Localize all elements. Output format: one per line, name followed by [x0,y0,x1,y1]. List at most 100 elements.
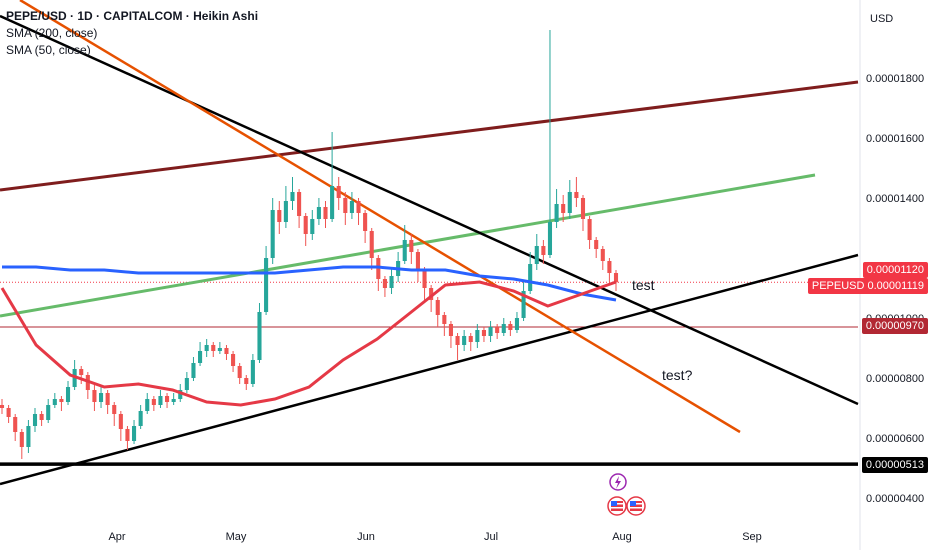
candle [495,324,500,339]
candle-body [118,414,123,429]
candle [422,267,427,300]
candle [528,252,533,294]
candle [534,234,539,270]
sma200-line [2,265,617,302]
candle-body [594,240,599,249]
candle [46,399,51,423]
y-tick-label: 0.00001800 [866,73,924,85]
candle [19,429,24,459]
candle-body [541,246,546,255]
candle-body [290,192,295,201]
candle [369,228,374,270]
candle [435,297,440,327]
candle [171,393,176,405]
candle [191,357,196,381]
candle-body [363,213,368,231]
legend-sma200[interactable]: SMA (200, close) [6,26,98,40]
candle [79,366,84,384]
candle [52,393,57,408]
x-tick-label: Jun [357,531,375,543]
candle-body [409,240,414,252]
candle-body [237,366,242,378]
candle-body [6,408,11,417]
green-trendline [0,173,816,318]
price-tag: 0.00000970 [861,318,928,334]
candle-body [250,360,255,384]
x-tick-label: Jul [484,531,498,543]
candle [356,198,361,225]
candle-body [468,336,473,342]
candle-body [277,210,282,222]
ascending-black-trendline [0,253,859,486]
orange-trendline [19,0,741,434]
candle [561,195,566,222]
candle [26,420,31,453]
candle-body [244,378,249,384]
candle-body [125,429,130,441]
chart-legend: PEPE/USD · 1D · CAPITALCOM · Heikin Ashi… [6,8,258,59]
candle [376,255,381,291]
legend-sma50[interactable]: SMA (50, close) [6,43,91,57]
candle-body [561,204,566,213]
candle-body [131,426,137,441]
candle [363,210,368,243]
candle-body [607,261,612,273]
candle-body [442,315,447,324]
candle [521,282,526,321]
candle [125,426,130,450]
candle [587,216,592,249]
candle [217,342,222,354]
candle [303,213,308,246]
candle [580,195,586,231]
candle-body [105,393,110,405]
candle-body [547,222,553,255]
candle-body [165,396,170,402]
candle [475,324,480,348]
candle [336,177,341,210]
candle-body [32,414,38,426]
candle [198,342,203,366]
candle [85,372,90,399]
candle-body [462,336,467,345]
candle [65,381,71,405]
candle-body [600,249,605,261]
annotation-test: test [632,277,655,293]
candle-body [270,210,275,258]
candle-body [198,351,203,363]
candle [448,321,453,348]
flag-icon-stripe [611,507,623,509]
candle [105,390,110,414]
candle [442,312,447,336]
candle [574,177,579,207]
candle-body [475,330,480,342]
candle [244,375,249,390]
candle-body [46,405,51,420]
candle-body [59,399,64,402]
candle-body [145,399,150,411]
candle [613,270,619,291]
candle-body [336,186,341,198]
us-flag-event-icon [607,496,627,516]
candle-body [501,324,506,333]
candle [145,393,150,414]
candle-body [264,258,269,312]
candle-body [389,276,394,288]
candle [316,198,321,225]
candle-body [382,279,387,288]
candle [165,393,170,408]
candle-body [580,198,586,219]
candle-body [422,270,427,288]
candle-body [217,348,222,351]
candle-body [514,318,520,330]
candle-body [534,246,539,264]
candle [330,132,335,222]
candle [607,258,612,282]
candle [501,318,506,336]
candle-body [39,414,44,420]
candle [508,321,513,336]
candle-body [19,432,24,447]
candle [0,399,5,414]
y-tick-label: 0.00001400 [866,193,924,205]
candle [237,363,242,384]
